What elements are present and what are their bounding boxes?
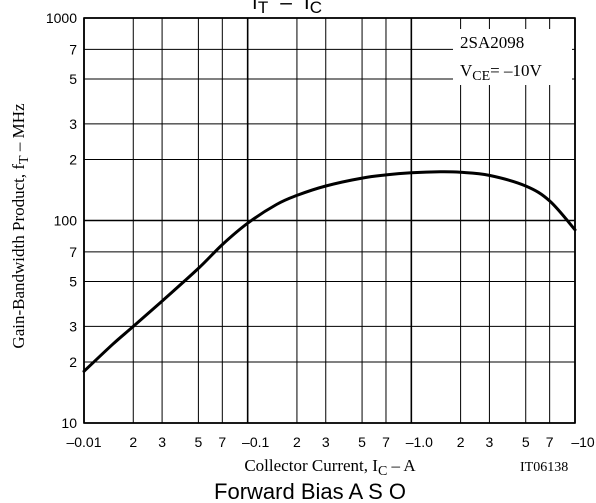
y-tick-label: 1000 xyxy=(46,10,77,26)
y-tick-label: 7 xyxy=(69,41,77,57)
annotation-background xyxy=(453,29,572,85)
x-tick-label: 2 xyxy=(457,434,465,450)
x-tick-label: 5 xyxy=(194,434,202,450)
chart-title-rhs: I xyxy=(304,0,310,14)
y-tick-label: 7 xyxy=(69,244,77,260)
x-axis-label: Collector Current, IC – A xyxy=(244,456,416,479)
y-tick-label: 10 xyxy=(61,415,77,431)
annotation-condition: VCE= –10V xyxy=(460,61,543,84)
y-tick-label: 3 xyxy=(69,116,77,132)
y-tick-label: 2 xyxy=(69,152,77,168)
x-tick-label: –0.1 xyxy=(242,434,269,450)
x-tick-label: 3 xyxy=(158,434,166,450)
chart-title-dash: – xyxy=(280,0,292,14)
tick-labels: –0.01 2 3 5 7 –0.1 2 3 5 7 –1.0 2 3 5 7 –10102357100235… xyxy=(46,10,595,450)
figure-code: IT06138 xyxy=(520,460,568,475)
chart-title: fT – IC xyxy=(252,0,322,17)
annotation-device: 2SA2098 xyxy=(460,33,524,52)
plot-frame xyxy=(83,17,576,424)
x-tick-label: 3 xyxy=(486,434,494,450)
next-chart-title: Forward Bias A S O xyxy=(214,479,406,503)
x-tick-label: –0.01 xyxy=(66,434,101,450)
y-tick-label: 3 xyxy=(69,318,77,334)
y-tick-label: 5 xyxy=(69,273,77,289)
x-tick-label: 3 xyxy=(322,434,330,450)
y-tick-label: 100 xyxy=(54,213,78,229)
series-line xyxy=(82,170,577,373)
svg-text:fT–IC: fT – IC xyxy=(252,0,322,17)
chart-title-rhs-sub: C xyxy=(310,0,322,17)
x-tick-label: –10 xyxy=(571,434,595,450)
chart-title-main-sub: T xyxy=(258,0,268,17)
x-tick-label: 2 xyxy=(293,434,301,450)
chart-title-main: f xyxy=(252,0,258,14)
x-tick-label: 7 xyxy=(546,434,554,450)
x-tick-label: 5 xyxy=(358,434,366,450)
x-tick-label: 7 xyxy=(382,434,390,450)
x-tick-label: –1.0 xyxy=(406,434,433,450)
y-axis-label: Gain-Bandwidth Product, fT – MHz xyxy=(9,103,32,349)
y-tick-label: 5 xyxy=(69,71,77,87)
x-tick-label: 5 xyxy=(522,434,530,450)
x-tick-label: 2 xyxy=(129,434,137,450)
x-tick-label: 7 xyxy=(218,434,226,450)
y-tick-label: 2 xyxy=(69,354,77,370)
